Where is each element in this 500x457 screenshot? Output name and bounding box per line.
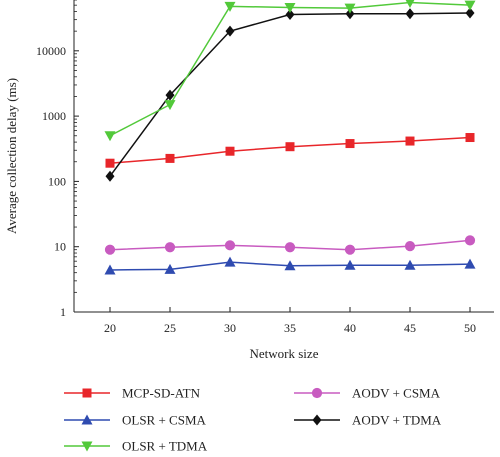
data-point-aodv-csma [464,235,476,246]
data-point-mcp-sd-atn [105,158,115,168]
data-point-aodv-tdma [285,8,295,20]
legend-label: AODV + TDMA [352,413,442,428]
data-point-aodv-tdma [165,89,175,101]
data-point-mcp-sd-atn [165,153,175,163]
legend-marker [312,414,322,426]
legend-marker [311,387,323,399]
legend-label: OLSR + CSMA [122,413,207,428]
x-axis-title: Network size [250,346,319,361]
x-tick-label: 30 [224,321,236,335]
y-tick-label: 10000 [36,44,66,58]
data-point-aodv-csma [164,242,176,253]
series-line-aodv-tdma [109,12,471,177]
data-point-olsr-tdma [464,0,476,11]
data-point-olsr-csma [344,259,356,270]
data-point-olsr-tdma [405,0,415,8]
legend-label: AODV + CSMA [352,386,441,401]
legend-item: OLSR + CSMA [64,413,207,428]
series-layer [104,0,476,275]
y-tick-label: 100 [48,174,66,188]
data-point-olsr-csma [224,256,236,267]
data-point-aodv-csma [404,241,416,252]
y-tick-label: 1 [60,305,66,319]
legend-label: OLSR + TDMA [122,439,208,454]
x-tick-label: 40 [344,321,356,335]
legend-marker [81,414,93,425]
data-point-olsr-csma [164,263,176,274]
data-point-aodv-tdma [345,8,355,20]
x-axis: 20 25 30 35 40 45 50 [104,307,476,335]
plot-area [73,0,494,313]
legend: MCP-SD-ATN AODV + CSMA OLSR + CSMA AODV + T… [64,386,442,454]
data-point-mcp-sd-atn [405,136,415,146]
data-point-mcp-sd-atn [465,133,475,143]
data-point-aodv-csma [224,240,236,251]
x-tick-label: 20 [104,321,116,335]
y-tick-label: 1000 [42,109,66,123]
data-point-aodv-tdma [465,7,475,19]
x-tick-label: 45 [404,321,416,335]
x-tick-label: 25 [164,321,176,335]
data-point-olsr-tdma [104,131,116,142]
legend-item: OLSR + TDMA [64,439,208,454]
data-point-mcp-sd-atn [345,139,355,149]
legend-item: AODV + CSMA [294,386,441,401]
data-point-olsr-csma [104,264,116,275]
legend-item: MCP-SD-ATN [64,386,201,401]
data-point-aodv-tdma [405,8,415,20]
data-point-mcp-sd-atn [225,146,235,156]
data-point-aodv-tdma [105,170,115,182]
x-tick-label: 50 [464,321,476,335]
data-point-olsr-csma [464,258,476,269]
data-point-aodv-csma [344,244,356,255]
data-point-olsr-tdma [224,1,236,12]
data-point-olsr-tdma [164,100,176,111]
data-point-aodv-csma [284,242,296,253]
y-tick-label: 10 [54,240,66,254]
legend-item: AODV + TDMA [294,413,442,428]
y-axis-title: Average collection delay (ms) [4,78,19,234]
y-axis: 1 10 100 1000 10000 [36,0,79,319]
data-point-olsr-csma [404,259,416,270]
legend-marker [82,388,92,398]
data-point-aodv-csma [104,244,116,255]
data-point-olsr-csma [284,260,296,271]
x-tick-label: 35 [284,321,296,335]
data-point-olsr-tdma [344,3,356,14]
legend-marker [81,441,93,452]
data-point-olsr-tdma [284,3,296,14]
legend-label: MCP-SD-ATN [122,386,201,401]
series-line-olsr-tdma [109,1,471,137]
data-point-mcp-sd-atn [285,142,295,152]
data-point-aodv-tdma [225,25,235,37]
